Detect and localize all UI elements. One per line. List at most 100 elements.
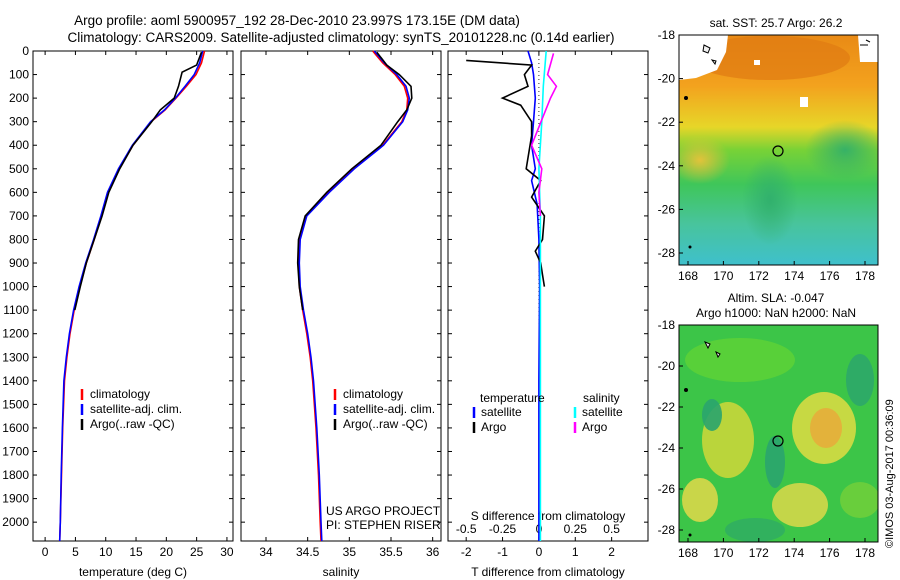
- x-tick-label: 2: [608, 545, 615, 559]
- temperature-x-axis-label: temperature (deg C): [79, 565, 187, 579]
- legend-label: climatology: [90, 387, 150, 401]
- y-tick-label: 1200: [2, 327, 29, 341]
- legend-header-salinity: salinity: [583, 391, 620, 405]
- series-t-satellite: [527, 50, 541, 541]
- y-tick-label: 1100: [3, 303, 29, 317]
- top-axis-tick-label: 0.25: [564, 522, 588, 536]
- series-s-satellite: [538, 50, 547, 541]
- map-y-tick-label: -22: [658, 115, 676, 129]
- map-x-tick-label: 178: [855, 269, 875, 283]
- series-s-argo: [530, 53, 558, 216]
- map-x-tick-label: 168: [678, 269, 698, 283]
- y-tick-label: 1700: [2, 444, 29, 458]
- differences-plot-frame: [447, 50, 649, 542]
- sst-map-title: sat. SST: 25.7 Argo: 26.2: [710, 16, 843, 30]
- legend-label: Argo: [481, 420, 507, 434]
- x-tick-label: 0: [536, 545, 543, 559]
- top-axis-tick-label: -0.5: [456, 522, 477, 536]
- y-tick-label: 1300: [2, 350, 29, 364]
- map-x-tick-label: 174: [784, 546, 804, 560]
- x-tick-label: 5: [72, 545, 79, 559]
- sla-argo-location-marker: [772, 435, 784, 447]
- salinity-x-axis-label: salinity: [323, 565, 360, 579]
- legend-label: Argo(..raw -QC): [343, 417, 428, 431]
- map-y-tick-label: -18: [658, 318, 676, 332]
- x-tick-label: 30: [220, 545, 234, 559]
- y-tick-label: 500: [9, 162, 29, 176]
- sla-map-title1: Altim. SLA: -0.047: [728, 291, 825, 305]
- y-tick-label: 400: [9, 138, 29, 152]
- x-tick-label: 36: [426, 545, 440, 559]
- legend-label: satellite-adj. clim.: [90, 402, 182, 416]
- map-y-tick-label: -22: [658, 400, 676, 414]
- salinity-panel: 34 34.5 35 35.5 36 salinity climatologysatelli…: [240, 50, 442, 579]
- y-tick-label: 100: [9, 68, 29, 82]
- y-tick-label: 1600: [2, 421, 29, 435]
- map-x-tick-label: 176: [820, 269, 840, 283]
- x-tick-label: 25: [190, 545, 204, 559]
- project-annotation: US ARGO PROJECT: [326, 504, 441, 518]
- x-tick-label: 0: [42, 545, 49, 559]
- map-y-tick-label: -28: [658, 246, 676, 260]
- map-y-tick-label: -26: [658, 482, 676, 496]
- y-tick-label: 900: [9, 256, 29, 270]
- map-y-tick-label: -28: [658, 523, 676, 537]
- x-tick-label: -2: [461, 545, 472, 559]
- y-tick-label: 1400: [2, 374, 29, 388]
- map-y-tick-label: -20: [658, 72, 676, 86]
- map-x-tick-label: 170: [713, 269, 733, 283]
- sst-argo-location-marker: [772, 145, 784, 157]
- y-tick-label: 600: [9, 185, 29, 199]
- y-tick-label: 300: [9, 115, 29, 129]
- series-climatology: [58, 50, 206, 542]
- y-tick-label: 2000: [2, 515, 29, 529]
- x-tick-label: 10: [99, 545, 113, 559]
- map-y-tick-label: -20: [658, 359, 676, 373]
- temperature-panel: 0100200300400500600700800900100011001200…: [2, 44, 234, 579]
- y-tick-label: 0: [22, 44, 29, 58]
- map-y-tick-label: -24: [658, 441, 676, 455]
- legend-label: satellite-adj. clim.: [343, 402, 435, 416]
- y-tick-label: 1800: [2, 468, 29, 482]
- legend-label: satellite: [582, 405, 623, 419]
- series-argo-raw-qc: [74, 51, 203, 311]
- legend-label: Argo: [582, 420, 608, 434]
- y-tick-label: 200: [9, 91, 29, 105]
- x-tick-label: 35.5: [379, 545, 403, 559]
- credit-stamp: ©IMOS 03-Aug-2017 00:36:09: [884, 399, 896, 548]
- y-tick-label: 1900: [2, 492, 29, 506]
- legend-label: Argo(..raw -QC): [90, 417, 175, 431]
- difference-panel: -2 -1 0 1 2 T difference from climatology -0.5…: [447, 50, 649, 579]
- map-y-tick-label: -18: [658, 28, 676, 42]
- y-tick-label: 1000: [2, 280, 29, 294]
- x-tick-label: -1: [497, 545, 508, 559]
- series-satellite-adj-clim: [58, 50, 204, 542]
- map-y-tick-label: -24: [658, 159, 676, 173]
- legend-label: satellite: [481, 405, 522, 419]
- differences-x-axis-label: T difference from climatology: [471, 565, 625, 579]
- x-tick-label: 35: [343, 545, 357, 559]
- map-x-tick-label: 176: [820, 546, 840, 560]
- map-x-tick-label: 172: [749, 269, 769, 283]
- sla-map-title2: Argo h1000: NaN h2000: NaN: [696, 306, 856, 320]
- x-tick-label: 15: [129, 545, 143, 559]
- salinity-plot-frame: [240, 50, 442, 542]
- project-annotation: PI: STEPHEN RISER: [326, 518, 441, 532]
- y-tick-label: 1500: [2, 397, 29, 411]
- header-line1: Argo profile: aoml 5900957_192 28-Dec-20…: [74, 13, 520, 28]
- map-x-tick-label: 174: [784, 269, 804, 283]
- map-y-tick-label: -26: [658, 202, 676, 216]
- legend-header-temperature: temperature: [480, 391, 545, 405]
- top-axis-tick-label: 0.5: [603, 522, 620, 536]
- series-satellite-adj-clim: [298, 50, 411, 542]
- sla-map: Altim. SLA: -0.047 Argo h1000: NaN h2000…: [658, 291, 879, 560]
- map-x-tick-label: 168: [678, 546, 698, 560]
- y-tick-label: 800: [9, 232, 29, 246]
- temperature-plot-frame: [32, 50, 234, 542]
- sst-map: sat. SST: 25.7 Argo: 26.2 168 170 172 174 17…: [658, 16, 879, 283]
- map-x-tick-label: 172: [749, 546, 769, 560]
- y-tick-label: 700: [9, 209, 29, 223]
- map-x-tick-label: 178: [855, 546, 875, 560]
- x-tick-label: 34.5: [296, 545, 320, 559]
